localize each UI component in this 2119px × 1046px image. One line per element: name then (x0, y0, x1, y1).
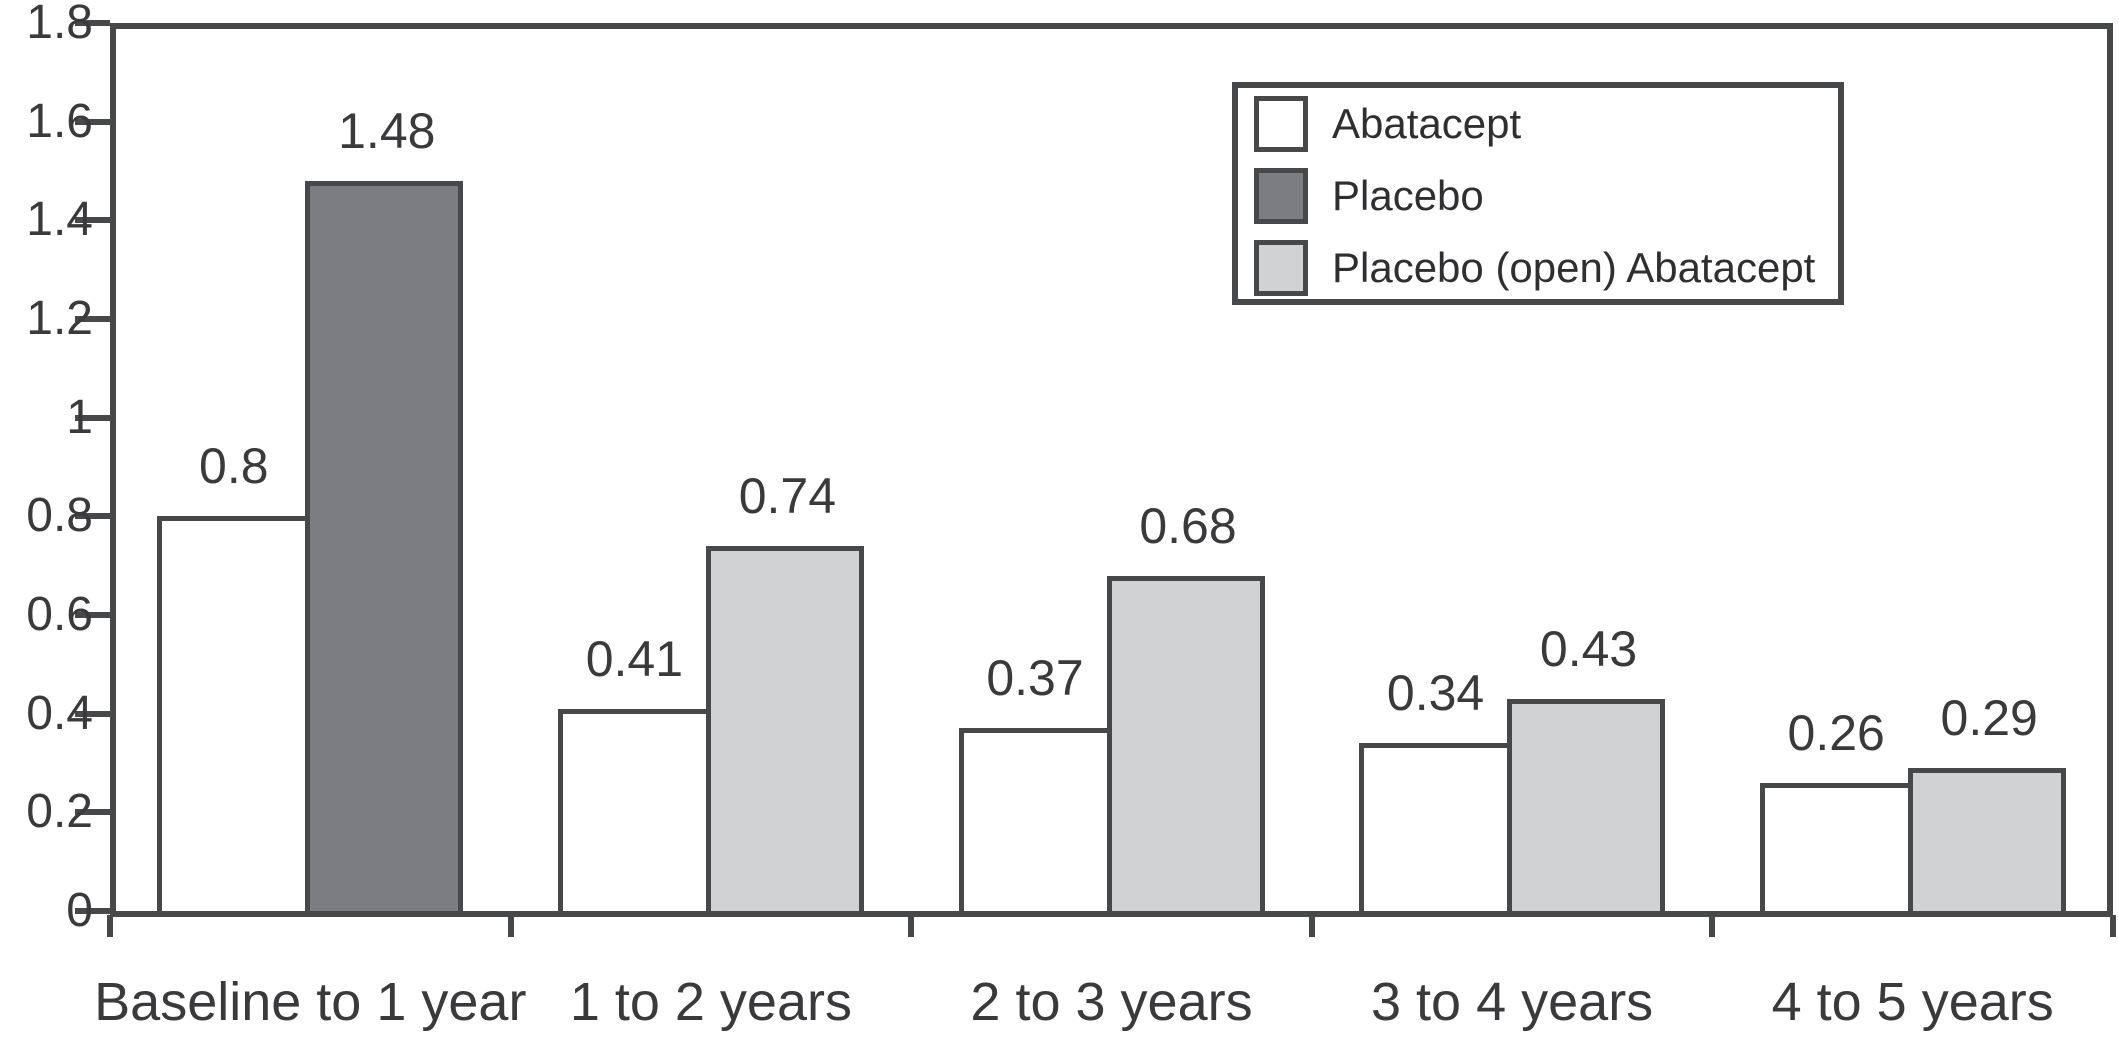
bar-value-label: 0.34 (1386, 665, 1485, 722)
y-axis-tick (75, 316, 110, 322)
legend-label: Placebo (open) Abatacept (1332, 244, 1816, 291)
bar-value-label: 0.74 (738, 467, 837, 524)
legend-swatch-abatacept (1254, 96, 1308, 152)
bar-value-label: 0.29 (1940, 689, 2038, 746)
x-axis-tick (1308, 915, 1315, 937)
x-axis-tick (507, 915, 514, 937)
x-axis-category-label: 4 to 5 years (1771, 972, 2054, 1032)
y-axis-tick-label: 1.8 (26, 0, 93, 49)
y-axis-tick (75, 414, 110, 421)
y-axis-tick (75, 809, 110, 816)
y-axis-tick (75, 908, 110, 914)
bar-value-label: 0.37 (986, 650, 1084, 707)
y-axis-tick (75, 710, 110, 717)
y-axis-tick-label: 1 (66, 390, 93, 444)
legend: Abatacept Placebo Placebo (open) Abatace… (1232, 82, 1844, 305)
x-axis-tick (107, 915, 113, 937)
bar-placebo-open-abatacept (1106, 575, 1265, 911)
bar-abatacept (1759, 782, 1913, 911)
y-axis-tick-label: 1.2 (26, 292, 93, 345)
bar-value-label: 1.48 (338, 102, 436, 159)
bar-abatacept (958, 728, 1112, 911)
y-axis-tick-label: 0 (66, 884, 93, 937)
y-axis-tick (75, 118, 110, 125)
x-axis-tick (2110, 915, 2116, 937)
x-axis-tick (1709, 915, 1716, 937)
bar-value-label: 0.26 (1787, 704, 1885, 761)
legend-item: Placebo (open) Abatacept (1254, 240, 1838, 296)
y-axis-tick-label: 1.4 (26, 193, 93, 247)
bar-abatacept (1359, 743, 1513, 911)
plot-area (110, 23, 2113, 917)
bar-value-label: 0.43 (1539, 620, 1638, 677)
legend-label: Abatacept (1332, 100, 1522, 147)
legend-item: Placebo (1254, 168, 1838, 224)
x-axis-tick (908, 915, 915, 937)
legend-label: Placebo (1332, 172, 1484, 219)
y-axis-tick (75, 217, 110, 224)
y-axis-tick (75, 513, 110, 520)
bar-placebo-open-abatacept (1907, 767, 2066, 911)
y-axis-tick-label: 0.4 (26, 686, 93, 740)
y-axis-tick (75, 20, 110, 26)
bar-placebo (305, 180, 464, 911)
y-axis-tick-label: 0.6 (26, 588, 93, 641)
bar-value-label: 0.41 (585, 630, 684, 687)
y-axis-tick-label: 0.2 (26, 785, 93, 839)
y-axis-tick-label: 0.8 (26, 489, 93, 543)
x-axis-category-label: 2 to 3 years (970, 972, 1253, 1032)
bar-value-label: 0.8 (199, 438, 269, 495)
bar-placebo-open-abatacept (705, 545, 864, 911)
bar-abatacept (157, 516, 311, 911)
x-axis-category-label: 1 to 2 years (569, 972, 852, 1032)
y-axis-tick-label: 1.6 (26, 94, 93, 148)
legend-swatch-placebo-open-abatacept (1254, 240, 1308, 296)
bar-abatacept (557, 708, 711, 911)
bar-value-label: 0.68 (1139, 497, 1237, 554)
legend-swatch-placebo (1254, 168, 1308, 224)
x-axis-category-label: 3 to 4 years (1371, 972, 1654, 1032)
x-axis-category-label: Baseline to 1 year (94, 972, 527, 1032)
y-axis-tick (75, 612, 110, 618)
legend-item: Abatacept (1254, 96, 1838, 152)
bar-placebo-open-abatacept (1507, 698, 1666, 911)
